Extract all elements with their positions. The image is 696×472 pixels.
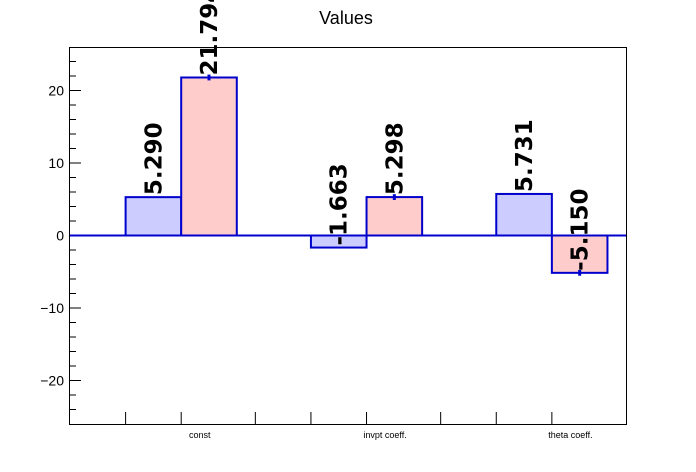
bar xyxy=(180,76,238,237)
bar xyxy=(365,196,424,237)
y-axis: −20 −10 0 10 20 xyxy=(40,61,81,410)
error-bars xyxy=(207,74,582,276)
x-category-label: const xyxy=(189,430,211,440)
x-category-label: theta coeff. xyxy=(548,430,592,440)
y-tick-label: 10 xyxy=(48,155,64,171)
bar-value-label: 5.298 xyxy=(382,122,408,195)
y-tick-label: 0 xyxy=(56,228,64,244)
plot-frame xyxy=(69,47,627,425)
bar-value-label: 5.290 xyxy=(141,122,167,195)
chart-title: Values xyxy=(319,8,373,28)
bar-value-label: 21.794 xyxy=(197,0,223,75)
x-axis: const invpt coeff. theta coeff. xyxy=(125,412,593,440)
bar-value-label: -1.663 xyxy=(327,163,353,245)
data-labels: 5.290 -1.663 5.731 21.794 5.298 -5.150 xyxy=(141,0,593,271)
bar xyxy=(495,192,553,237)
bar-series xyxy=(124,76,609,274)
y-tick-label: −20 xyxy=(40,373,64,389)
bar-value-label: 5.731 xyxy=(512,119,538,192)
bar xyxy=(124,196,183,237)
y-tick-label: 20 xyxy=(48,83,64,99)
y-tick-label: −10 xyxy=(40,300,64,316)
bar-value-label: -5.150 xyxy=(568,189,594,271)
x-category-label: invpt coeff. xyxy=(363,430,406,440)
